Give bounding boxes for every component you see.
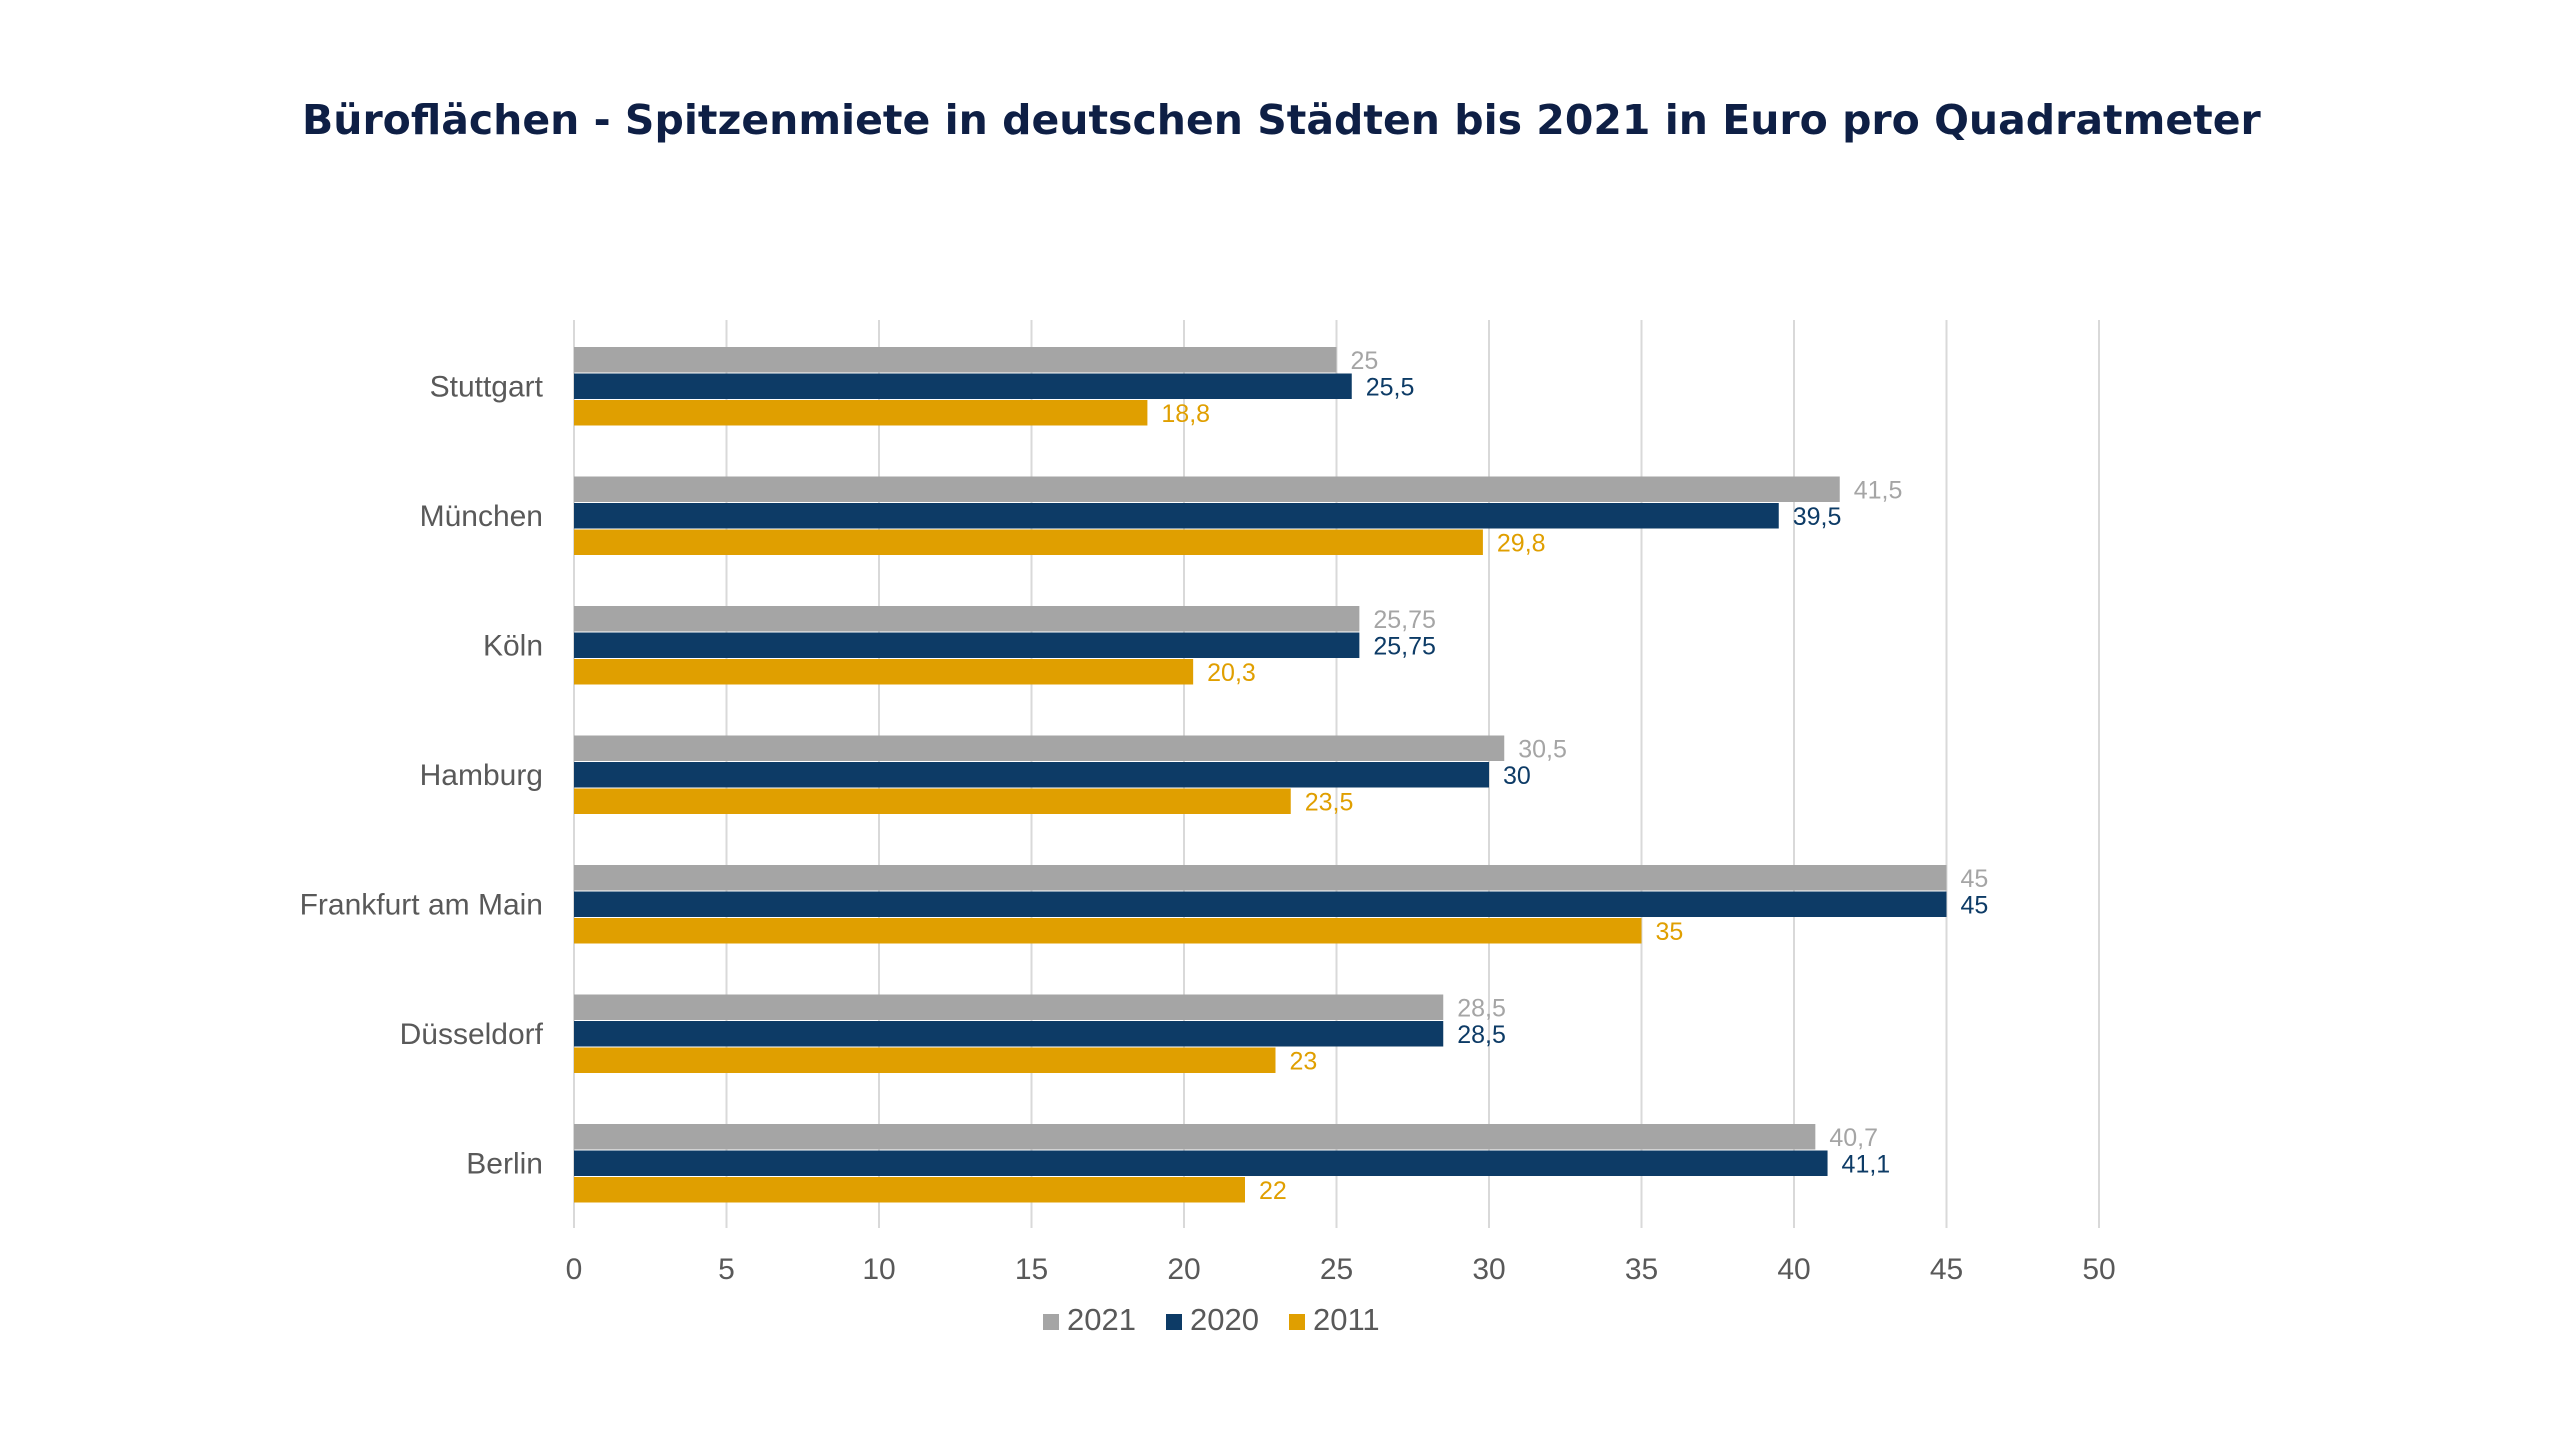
x-tick-label: 50 <box>2082 1253 2115 1286</box>
x-tick-label: 20 <box>1167 1253 1200 1286</box>
bar <box>574 1124 1816 1150</box>
legend-label: 2011 <box>1313 1302 1380 1337</box>
data-label: 45 <box>1961 891 1989 919</box>
legend-swatch <box>1166 1314 1182 1330</box>
bar <box>574 400 1148 426</box>
x-tick-label: 40 <box>1777 1253 1810 1286</box>
bar <box>574 606 1360 632</box>
bar <box>574 1177 1245 1203</box>
data-label: 18,8 <box>1161 400 1210 428</box>
category-label: Düsseldorf <box>400 1018 544 1051</box>
legend-swatch <box>1289 1314 1305 1330</box>
data-label: 35 <box>1656 918 1684 946</box>
bar <box>574 347 1337 373</box>
data-label: 23,5 <box>1305 788 1354 816</box>
bar <box>574 373 1352 399</box>
x-tick-label: 30 <box>1472 1253 1505 1286</box>
legend-label: 2020 <box>1190 1302 1259 1337</box>
chart-title: Büroflächen - Spitzenmiete in deutschen … <box>302 96 2261 144</box>
data-label: 29,8 <box>1497 529 1546 557</box>
data-label: 41,1 <box>1842 1150 1891 1178</box>
bar <box>574 735 1505 761</box>
data-label: 40,7 <box>1829 1124 1878 1152</box>
category-label: Frankfurt am Main <box>300 888 543 921</box>
data-label: 25,75 <box>1373 632 1436 660</box>
bar <box>574 659 1194 685</box>
category-label: München <box>420 500 543 533</box>
bar <box>574 918 1642 944</box>
bar <box>574 529 1483 555</box>
legend-swatch <box>1043 1314 1059 1330</box>
data-label: 25,5 <box>1366 373 1415 401</box>
bar <box>574 865 1947 891</box>
x-tick-label: 0 <box>566 1253 583 1286</box>
bar <box>574 788 1291 814</box>
data-label: 20,3 <box>1207 659 1256 687</box>
data-label: 25 <box>1351 347 1379 375</box>
data-label: 28,5 <box>1457 994 1506 1022</box>
category-label: Stuttgart <box>430 370 544 403</box>
data-label: 39,5 <box>1793 503 1842 531</box>
x-tick-label: 25 <box>1320 1253 1353 1286</box>
bar <box>574 1047 1276 1073</box>
data-label: 30,5 <box>1518 735 1567 763</box>
bar <box>574 994 1444 1020</box>
data-label: 45 <box>1961 865 1989 893</box>
data-label: 23 <box>1290 1047 1318 1075</box>
data-label: 41,5 <box>1854 476 1903 504</box>
category-label: Hamburg <box>420 759 543 792</box>
bar <box>574 476 1840 502</box>
x-tick-label: 5 <box>718 1253 735 1286</box>
data-label: 30 <box>1503 762 1531 790</box>
x-tick-label: 15 <box>1015 1253 1048 1286</box>
bar <box>574 762 1489 788</box>
bar <box>574 1150 1828 1176</box>
x-tick-label: 45 <box>1930 1253 1963 1286</box>
category-label: Köln <box>483 629 543 662</box>
data-label: 28,5 <box>1457 1021 1506 1049</box>
x-tick-label: 35 <box>1625 1253 1658 1286</box>
bar <box>574 891 1947 917</box>
data-label: 25,75 <box>1373 606 1436 634</box>
bar <box>574 632 1360 658</box>
category-label: Berlin <box>466 1147 543 1180</box>
bar <box>574 1021 1444 1047</box>
bar <box>574 503 1779 529</box>
data-label: 22 <box>1259 1177 1287 1205</box>
legend-label: 2021 <box>1067 1302 1136 1337</box>
x-tick-label: 10 <box>862 1253 895 1286</box>
